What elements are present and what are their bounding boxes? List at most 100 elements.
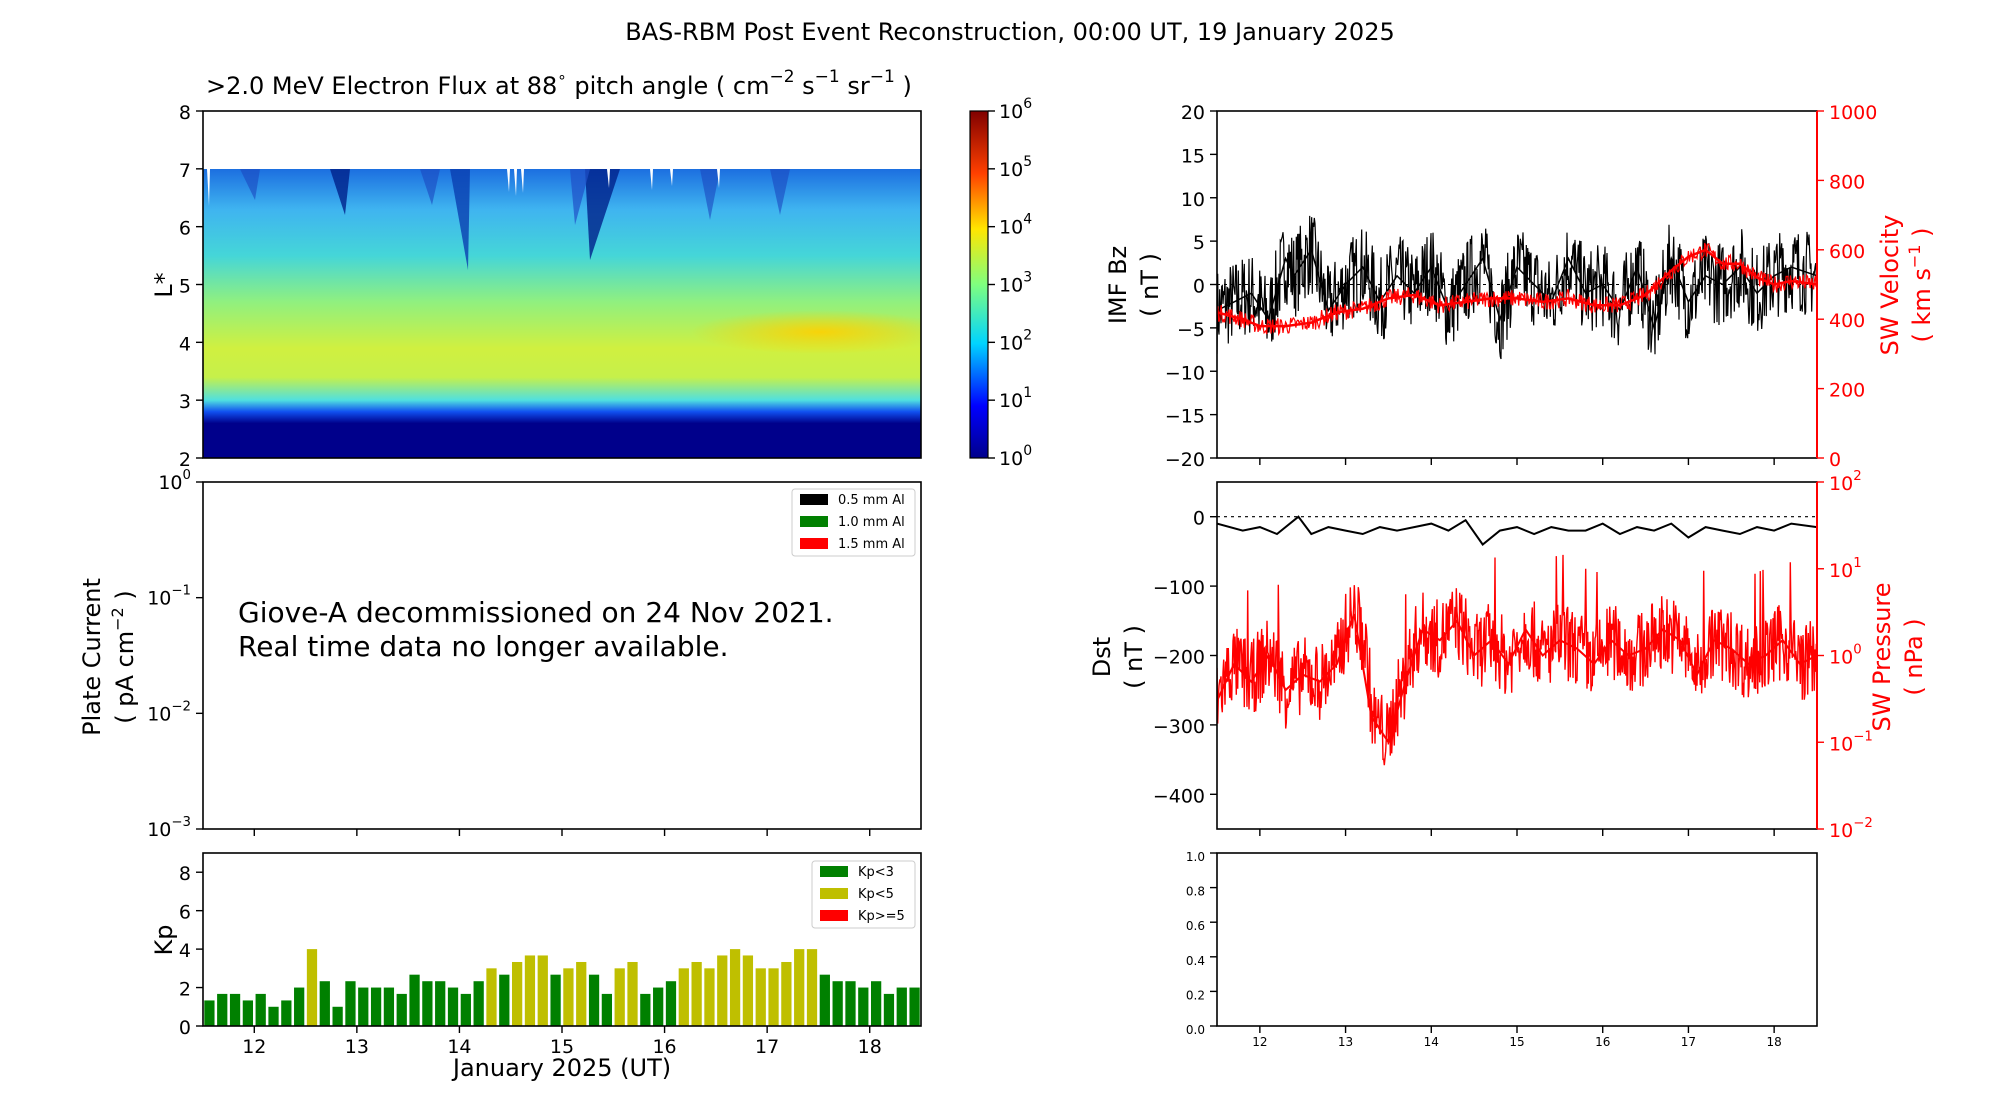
- kp-bar: [653, 987, 664, 1026]
- imf-ylabel-2: ( nT ): [1136, 253, 1164, 317]
- flux-ylabel: L*: [150, 272, 178, 297]
- swv-ylabel-2: ( km s−1 ): [1905, 228, 1936, 343]
- flux-ytick-label: 2: [179, 449, 191, 471]
- kp-ytick-label: 4: [179, 940, 191, 962]
- kp-bar: [268, 1006, 279, 1026]
- flux-ytick-label: 7: [179, 160, 191, 182]
- empty-xtick-label: 15: [1509, 1035, 1524, 1049]
- empty-ytick-label: 1.0: [1186, 850, 1205, 864]
- kp-bar: [435, 981, 446, 1026]
- plate-y-axis: 100 10−1 10−2 10−3: [147, 468, 203, 841]
- kp-bar: [204, 1000, 215, 1026]
- sw-pressure-axis: 102 101 100 10−1 10−2: [1817, 469, 1873, 842]
- kp-legend-swatch-mid: [820, 888, 848, 899]
- plate-ylabel-1: Plate Current: [78, 578, 106, 736]
- flux-ytick-label: 5: [179, 276, 191, 298]
- kp-bar: [576, 961, 587, 1026]
- dst-line: [1217, 515, 1817, 546]
- dst-y-axis: 0 −100 −200 −300 −400: [1153, 508, 1217, 807]
- kp-bar: [537, 955, 548, 1026]
- kp-panel: 0 2 4 6 8 12 13 14 15 16 17 18 Kp January 2025 (UT…: [150, 852, 922, 1082]
- swp-ylabel-1: SW Pressure: [1868, 582, 1896, 731]
- legend-swatch-05mm: [800, 494, 828, 505]
- plate-panel: 100 10−1 10−2 10−3 Plate Current ( pA cm−2 …: [78, 468, 922, 841]
- swp-ytick-label: 101: [1829, 556, 1862, 582]
- imf-ytick-label: 10: [1181, 189, 1205, 211]
- kp-bar: [691, 961, 702, 1026]
- dst-ytick-label: −300: [1153, 716, 1205, 738]
- empty-frame: [1216, 852, 1818, 1027]
- kp-bar: [242, 1000, 254, 1026]
- kp-bar: [794, 949, 805, 1026]
- kp-xtick-label: 16: [652, 1036, 676, 1058]
- kp-y-axis: 0 2 4 6 8: [179, 863, 203, 1039]
- legend-label-05mm: 0.5 mm Al: [838, 493, 905, 508]
- legend-swatch-10mm: [800, 516, 828, 527]
- kp-bar: [294, 987, 305, 1026]
- flux-title: >2.0 MeV Electron Flux at 88∘ pitch angl…: [206, 67, 912, 100]
- plate-annotation-1: Giove-A decommissioned on 24 Nov 2021.: [238, 596, 834, 629]
- kp-ytick-label: 8: [179, 863, 191, 885]
- dst-ylabel-2: ( nT ): [1120, 625, 1148, 689]
- kp-xlabel: January 2025 (UT): [451, 1054, 671, 1082]
- kp-legend-swatch-low: [820, 866, 848, 877]
- kp-legend-label-high: Kp>=5: [858, 909, 905, 924]
- plate-annotation-2: Real time data no longer available.: [238, 630, 729, 663]
- kp-bar: [640, 993, 651, 1026]
- swv-ytick-label: 200: [1829, 380, 1865, 402]
- imf-ytick-label: −5: [1177, 319, 1205, 341]
- kp-ytick-label: 2: [179, 979, 191, 1001]
- imf-x-axis: [1259, 458, 1775, 465]
- legend-label-15mm: 1.5 mm Al: [838, 537, 905, 552]
- sw-velocity-line: [1217, 248, 1817, 328]
- flux-panel: >2.0 MeV Electron Flux at 88∘ pitch angl…: [150, 67, 1032, 471]
- empty-ytick-label: 0.4: [1186, 954, 1205, 968]
- kp-bar: [870, 981, 882, 1026]
- kp-bar: [499, 974, 510, 1026]
- empty-ytick-label: 0.8: [1186, 885, 1205, 899]
- kp-ylabel: Kp: [150, 925, 178, 956]
- kp-bar: [678, 968, 689, 1026]
- colorbar-tick-label: 104: [999, 212, 1032, 239]
- kp-xtick-label: 18: [858, 1036, 882, 1058]
- kp-bar: [883, 993, 895, 1026]
- kp-legend-label-mid: Kp<5: [858, 887, 894, 902]
- kp-bar: [319, 981, 330, 1026]
- kp-bar: [858, 987, 869, 1026]
- kp-bar: [409, 974, 420, 1026]
- kp-bar: [281, 1000, 292, 1026]
- imf-ytick-label: −15: [1165, 406, 1205, 428]
- flux-hotspot: [690, 310, 921, 354]
- kp-bar: [473, 981, 484, 1026]
- kp-bar: [768, 968, 779, 1026]
- kp-bar: [332, 1006, 343, 1026]
- kp-bar: [717, 955, 728, 1026]
- page-title: BAS-RBM Post Event Reconstruction, 00:00…: [625, 18, 1395, 46]
- kp-bar: [550, 974, 561, 1026]
- kp-bar: [845, 981, 856, 1026]
- kp-bar: [486, 968, 497, 1026]
- imf-ytick-label: 20: [1181, 102, 1205, 124]
- empty-xtick-label: 14: [1424, 1035, 1439, 1049]
- kp-bar: [819, 974, 830, 1026]
- plate-x-axis: [253, 829, 871, 836]
- kp-bar: [358, 987, 369, 1026]
- flux-ytick-label: 6: [179, 218, 191, 240]
- flux-ytick-label: 3: [179, 391, 191, 413]
- legend-swatch-15mm: [800, 538, 828, 549]
- swv-ylabel-1: SW Velocity: [1876, 215, 1904, 356]
- swp-ytick-label: 102: [1829, 469, 1862, 495]
- flux-ytick-label: 4: [179, 333, 191, 355]
- kp-bar: [729, 949, 741, 1026]
- sw-pressure-line: [1217, 613, 1817, 745]
- kp-bar: [524, 955, 536, 1026]
- plate-ytick-label: 10−1: [147, 584, 191, 610]
- imf-ytick-label: 0: [1193, 276, 1205, 298]
- kp-legend-swatch-high: [820, 910, 848, 921]
- empty-xtick-label: 13: [1338, 1035, 1353, 1049]
- kp-bar: [217, 993, 228, 1026]
- kp-bar: [781, 961, 792, 1026]
